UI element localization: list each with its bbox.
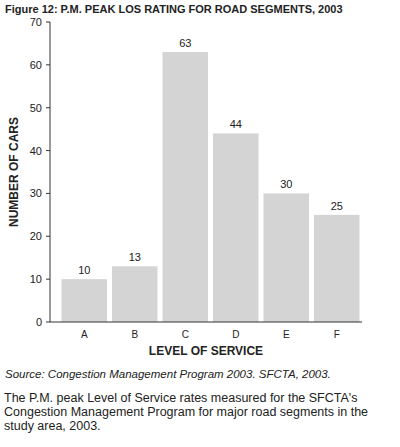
x-axis-label: LEVEL OF SERVICE [149, 344, 263, 358]
y-axis [50, 22, 51, 322]
bar [314, 215, 360, 322]
x-tick-label: A [81, 329, 88, 340]
y-tick-label: 70 [30, 16, 42, 28]
data-label: 30 [280, 178, 292, 190]
x-axis [50, 322, 362, 323]
data-label: 10 [78, 264, 90, 276]
y-tick [46, 64, 50, 65]
data-label: 25 [331, 200, 343, 212]
bar [112, 266, 158, 322]
bar [62, 279, 108, 322]
x-tick-label: B [131, 329, 138, 340]
source: Source: Congestion Management Program 20… [5, 368, 331, 380]
y-tick [46, 107, 50, 108]
bars [62, 52, 360, 322]
data-label: 44 [230, 118, 242, 130]
y-tick [46, 322, 50, 323]
caption: The P.M. peak Level of Service rates mea… [4, 391, 396, 433]
y-tick-label: 40 [30, 145, 42, 157]
y-tick [46, 22, 50, 23]
y-tick-label: 20 [30, 230, 42, 242]
x-tick-label: C [182, 329, 189, 340]
x-tick-label: E [283, 329, 290, 340]
y-tick [46, 279, 50, 280]
y-tick-label: 50 [30, 102, 42, 114]
y-axis-label: NUMBER OF CARS [7, 117, 21, 227]
y-tick [46, 236, 50, 237]
y-tick-label: 10 [30, 273, 42, 285]
x-tick-label: D [232, 329, 239, 340]
bar [163, 52, 209, 322]
y-tick [46, 193, 50, 194]
bar [264, 193, 310, 322]
y-tick-label: 0 [36, 316, 42, 328]
y-tick [46, 150, 50, 151]
data-label: 63 [179, 37, 191, 49]
y-tick-label: 60 [30, 59, 42, 71]
y-tick-label: 30 [30, 187, 42, 199]
x-tick-label: F [334, 329, 340, 340]
title: Figure 12: P.M. PEAK LOS RATING FOR ROAD… [5, 3, 343, 15]
bar [213, 133, 259, 322]
data-label: 13 [129, 251, 141, 263]
